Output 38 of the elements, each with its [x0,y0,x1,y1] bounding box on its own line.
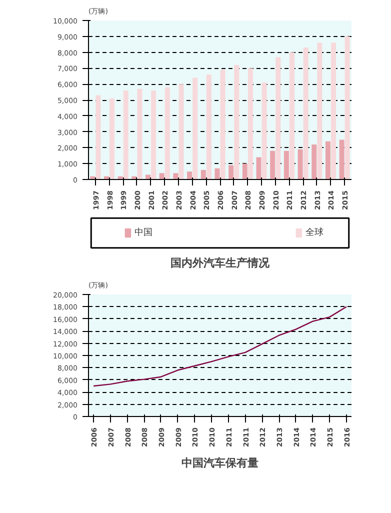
bar [123,90,128,180]
bar [110,98,115,180]
bar [137,88,142,180]
bar [206,74,212,180]
bar [248,68,253,180]
bar [344,36,350,180]
bar [228,165,234,180]
bar [312,144,317,180]
bar [173,173,178,180]
bar [270,150,276,180]
legend-label: 全球 [305,227,324,238]
bar [164,87,170,180]
bar [284,150,289,180]
bar [298,149,303,180]
bar [151,90,156,180]
legend-label: 中国 [134,227,153,238]
bar [242,164,248,180]
bar [192,78,198,180]
text: 国内外汽车生产情况 [170,256,270,270]
bar [262,82,267,180]
text: 中国汽车保有量 [182,456,258,470]
bar [276,57,281,180]
bar [96,95,101,180]
bar [303,48,308,180]
bar [200,170,206,180]
bar [317,42,322,180]
bar [146,174,151,180]
bar [339,140,344,180]
bar [325,141,330,180]
bar [214,168,220,180]
line-series [92,306,348,387]
bar [187,172,192,180]
bar [220,70,226,180]
bar [159,173,164,180]
bar [178,84,184,180]
bar [331,42,336,180]
bar [234,65,240,180]
bar [289,52,294,180]
